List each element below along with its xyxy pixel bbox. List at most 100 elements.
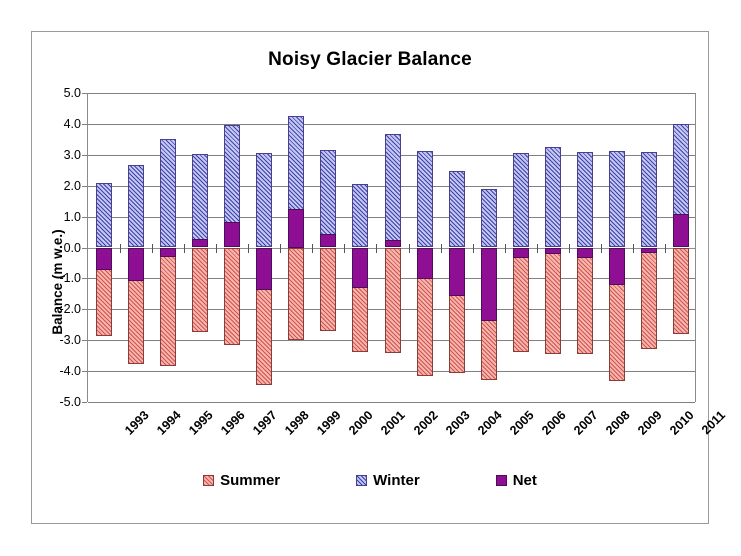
bar-segment-winter[interactable] bbox=[544, 147, 561, 248]
category-tick bbox=[376, 243, 378, 253]
x-tick-label-1994: 1994 bbox=[154, 408, 184, 438]
bar-segment-winter[interactable] bbox=[224, 124, 241, 248]
bar-group[interactable] bbox=[288, 93, 305, 402]
bar-segment-summer[interactable] bbox=[320, 247, 337, 331]
y-tick-label: -5.0 bbox=[59, 395, 81, 409]
bar-group[interactable] bbox=[384, 93, 401, 402]
bar-group[interactable] bbox=[448, 93, 465, 402]
bar-segment-net[interactable] bbox=[544, 247, 561, 254]
bar-segment-winter[interactable] bbox=[256, 152, 273, 248]
bar-segment-summer[interactable] bbox=[576, 247, 593, 355]
y-tick-label: 0.0 bbox=[63, 240, 81, 255]
bar-segment-winter[interactable] bbox=[320, 150, 337, 248]
category-tick bbox=[664, 243, 666, 253]
bar-segment-net[interactable] bbox=[256, 247, 273, 291]
bar-segment-summer[interactable] bbox=[384, 247, 401, 354]
bar-group[interactable] bbox=[576, 93, 593, 402]
y-tick-mark bbox=[82, 402, 87, 403]
bar-segment-winter[interactable] bbox=[96, 182, 113, 248]
bar-segment-winter[interactable] bbox=[608, 151, 625, 248]
bar-segment-winter[interactable] bbox=[384, 134, 401, 248]
bar-segment-net[interactable] bbox=[416, 247, 433, 280]
gridline--5.0 bbox=[88, 402, 695, 403]
bar-group[interactable] bbox=[640, 93, 657, 402]
bar-segment-summer[interactable] bbox=[672, 247, 689, 335]
bar-segment-summer[interactable] bbox=[640, 247, 657, 349]
x-tick-label-2009: 2009 bbox=[635, 408, 665, 438]
legend-item-net[interactable]: Net bbox=[495, 472, 537, 489]
bar-segment-summer[interactable] bbox=[544, 247, 561, 355]
y-tick-mark bbox=[82, 93, 87, 94]
legend-label: Summer bbox=[220, 472, 281, 489]
bar-group[interactable] bbox=[160, 93, 177, 402]
category-tick bbox=[248, 243, 250, 253]
bar-segment-winter[interactable] bbox=[512, 153, 529, 248]
y-tick-label: -1.0 bbox=[59, 271, 81, 286]
bar-group[interactable] bbox=[544, 93, 561, 402]
bar-segment-net[interactable] bbox=[160, 247, 177, 258]
bar-segment-net[interactable] bbox=[480, 247, 497, 322]
bar-segment-net[interactable] bbox=[320, 233, 337, 248]
bar-segment-winter[interactable] bbox=[128, 164, 145, 248]
x-tick-label-2005: 2005 bbox=[506, 408, 537, 438]
bar-segment-net[interactable] bbox=[512, 247, 529, 258]
bar-segment-net[interactable] bbox=[448, 247, 465, 296]
bar-segment-winter[interactable] bbox=[576, 151, 593, 248]
bar-group[interactable] bbox=[128, 93, 145, 402]
plot-area: 5.0 4.0 3.0 2.0 1.0 0.0 -1.0 -2.0 -3.0 -4.0 -5.0 19… bbox=[59, 86, 728, 438]
bar-segment-winter[interactable] bbox=[192, 154, 209, 248]
bar-segment-summer[interactable] bbox=[288, 247, 305, 341]
legend-label: Winter bbox=[373, 472, 420, 489]
bar-segment-summer[interactable] bbox=[224, 247, 241, 345]
bar-segment-summer[interactable] bbox=[512, 247, 529, 352]
x-tick-label-2000: 2000 bbox=[346, 408, 377, 438]
bar-segment-winter[interactable] bbox=[448, 170, 465, 248]
bar-segment-net[interactable] bbox=[128, 247, 145, 282]
category-tick bbox=[216, 243, 218, 253]
category-tick bbox=[344, 243, 346, 253]
bar-group[interactable] bbox=[256, 93, 273, 402]
bar-segment-net[interactable] bbox=[192, 238, 209, 248]
bar-segment-winter[interactable] bbox=[160, 139, 177, 248]
bar-segment-net[interactable] bbox=[288, 208, 305, 248]
bar-segment-winter[interactable] bbox=[416, 151, 433, 248]
bar-group[interactable] bbox=[320, 93, 337, 402]
bar-group[interactable] bbox=[352, 93, 369, 402]
y-axis-title: Balance (m w.e.) bbox=[30, 0, 65, 334]
bar-segment-winter[interactable] bbox=[352, 184, 369, 248]
category-tick bbox=[504, 243, 506, 253]
bar-group[interactable] bbox=[608, 93, 625, 402]
x-tick-label-2006: 2006 bbox=[538, 408, 569, 438]
legend-item-winter[interactable]: Winter bbox=[356, 472, 420, 489]
y-tick-label: -3.0 bbox=[59, 333, 81, 348]
summer-swatch bbox=[203, 475, 215, 486]
y-tick-mark bbox=[82, 185, 87, 187]
bar-segment-winter[interactable] bbox=[640, 151, 657, 248]
bar-segment-summer[interactable] bbox=[416, 247, 433, 376]
bar-group[interactable] bbox=[416, 93, 433, 402]
bar-group[interactable] bbox=[96, 93, 113, 402]
bar-segment-net[interactable] bbox=[576, 247, 593, 259]
y-tick-mark bbox=[82, 216, 87, 218]
bar-segment-net[interactable] bbox=[672, 213, 689, 248]
bar-segment-net[interactable] bbox=[224, 222, 241, 248]
bar-segment-net[interactable] bbox=[608, 247, 625, 285]
bar-group[interactable] bbox=[192, 93, 209, 402]
bar-group[interactable] bbox=[512, 93, 529, 402]
y-tick-label: -2.0 bbox=[59, 302, 81, 317]
bar-segment-net[interactable] bbox=[384, 239, 401, 248]
y-tick-mark bbox=[82, 123, 87, 125]
bar-segment-winter[interactable] bbox=[480, 189, 497, 248]
x-tick-label-2010: 2010 bbox=[667, 408, 697, 438]
bar-group[interactable] bbox=[480, 93, 497, 402]
gridline-5.0 bbox=[88, 93, 695, 94]
bar-group[interactable] bbox=[672, 93, 689, 402]
bar-segment-net[interactable] bbox=[352, 247, 369, 289]
legend-item-summer[interactable]: Summer bbox=[203, 472, 280, 489]
x-tick-label-2011: 2011 bbox=[698, 408, 728, 438]
bar-segment-summer[interactable] bbox=[192, 247, 209, 333]
bar-group[interactable] bbox=[224, 93, 241, 402]
bar-segment-summer[interactable] bbox=[160, 247, 177, 366]
bar-segment-net[interactable] bbox=[96, 247, 113, 270]
bar-segment-net[interactable] bbox=[640, 247, 657, 254]
